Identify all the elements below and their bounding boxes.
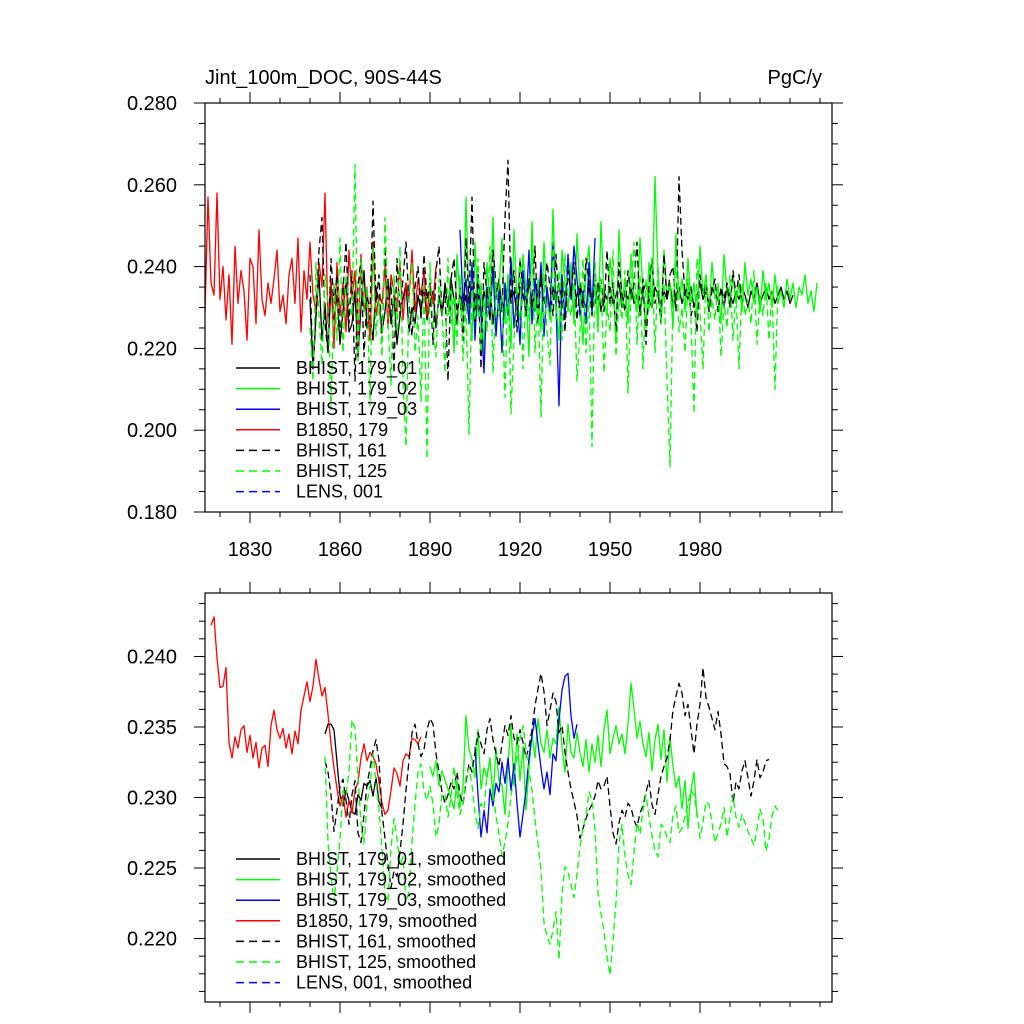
top-panel: Jint_100m_DOC, 90S-44S PgC/y 1830 1860 189… — [127, 67, 843, 561]
top-y-tick-label: 0.260 — [127, 175, 177, 197]
top-y-tick-label: 0.240 — [127, 257, 177, 279]
top-panel-title: Jint_100m_DOC, 90S-44S — [205, 67, 442, 89]
top-series-bhist-179-02 — [447, 175, 818, 358]
top-legend-label: BHIST, 179_01 — [296, 358, 417, 379]
bottom-y-tick-label: 0.240 — [127, 646, 177, 668]
bottom-y-tick-label: 0.220 — [127, 929, 177, 951]
bottom-series-bhist-179-03 — [474, 672, 578, 838]
bottom-series-bhist-161 — [324, 667, 770, 889]
top-x-tick-label: 1890 — [408, 539, 453, 561]
top-legend-label: BHIST, 161 — [296, 440, 387, 460]
bottom-series-bhist-179-01 — [324, 723, 383, 816]
top-x-tick-label: 1830 — [228, 539, 273, 561]
bottom-panel: 0.220 0.225 0.230 0.235 0.240 BHIST, 179_01,… — [127, 582, 843, 1013]
top-legend-label: BHIST, 125 — [296, 461, 387, 481]
top-x-tick-label: 1860 — [318, 539, 363, 561]
bottom-series-bhist-125 — [324, 719, 779, 976]
top-series-bhist-125 — [309, 163, 779, 468]
top-series-b1850-179 — [204, 192, 437, 350]
top-panel-units: PgC/y — [768, 67, 822, 89]
top-x-tick-label: 1980 — [678, 539, 723, 561]
bottom-legend-label: BHIST, 179_02, smoothed — [296, 870, 506, 891]
top-legend-label: LENS, 001 — [296, 482, 383, 502]
bottom-legend-label: BHIST, 125, smoothed — [296, 952, 476, 972]
bottom-legend-label: LENS, 001, smoothed — [296, 973, 472, 993]
top-x-tick-label: 1950 — [588, 539, 633, 561]
bottom-legend-label: B1850, 179, smoothed — [296, 911, 477, 931]
top-legend-label: B1850, 179 — [296, 420, 388, 440]
bottom-legend-label: BHIST, 179_03, smoothed — [296, 890, 506, 911]
top-x-tick-label: 1920 — [498, 539, 543, 561]
bottom-series-b1850-179 — [210, 616, 422, 818]
top-tick-layer: 1830 1860 1890 1920 1950 1980 0.180 0.200 0.220 0… — [127, 92, 843, 561]
bottom-y-tick-label: 0.230 — [127, 788, 177, 810]
bottom-y-tick-label: 0.225 — [127, 858, 177, 880]
bottom-legend-label: BHIST, 179_01, smoothed — [296, 849, 506, 870]
top-series-layer — [204, 159, 818, 468]
bottom-series-layer — [210, 616, 779, 976]
bottom-tick-layer: 0.220 0.225 0.230 0.235 0.240 — [127, 582, 843, 1013]
top-y-tick-label: 0.280 — [127, 93, 177, 115]
top-y-tick-label: 0.220 — [127, 338, 177, 360]
bottom-y-tick-label: 0.235 — [127, 717, 177, 739]
top-y-tick-label: 0.180 — [127, 502, 177, 524]
bottom-series-bhist-179-02 — [429, 682, 698, 830]
bottom-legend-label: BHIST, 161, smoothed — [296, 931, 476, 951]
top-legend-label: BHIST, 179_03 — [296, 399, 417, 420]
top-y-tick-label: 0.200 — [127, 420, 177, 442]
top-legend-label: BHIST, 179_02 — [296, 379, 417, 400]
